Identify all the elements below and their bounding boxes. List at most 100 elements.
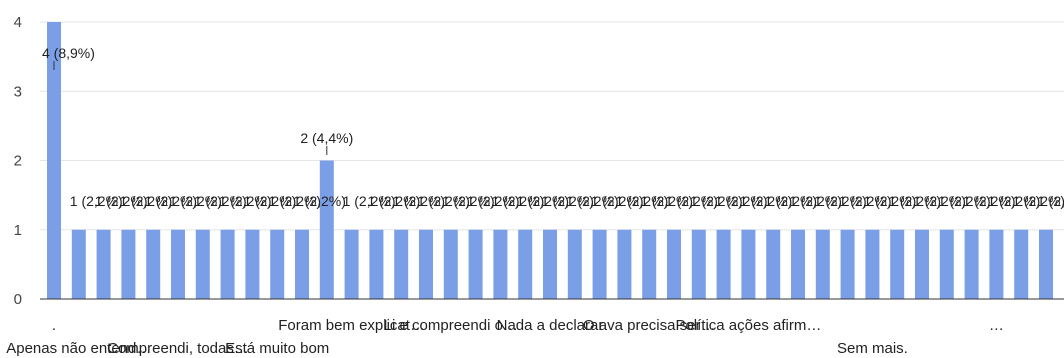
data-label-9: 1 (2,2%) bbox=[243, 193, 296, 209]
data-label-34: 1 (2,2%) bbox=[863, 193, 916, 209]
bar-27 bbox=[691, 229, 706, 299]
y-tick-label-1: 1 bbox=[14, 222, 22, 239]
x-axis-category-labels: . Apenas não entend…Compreendi, todas…Est… bbox=[6, 317, 1004, 357]
y-tick-label-4: 4 bbox=[14, 14, 22, 31]
data-label-14: 1 (2,2%) bbox=[367, 193, 420, 209]
data-label-8: 1 (2,2%) bbox=[219, 193, 272, 209]
data-label-2: 1 (2,2%) bbox=[70, 193, 123, 209]
data-label-18: 1 (2,2%) bbox=[467, 193, 520, 209]
bar-28 bbox=[716, 229, 731, 299]
data-label-1: 4 (8,9%) bbox=[42, 45, 95, 61]
bar-11 bbox=[295, 229, 309, 299]
bar-20 bbox=[518, 229, 533, 299]
data-label-layer: 4 (8,9%)1 (2,2%)1 (2,2%)1 (2,2%)1 (2,2%)… bbox=[42, 45, 1064, 209]
bar-33 bbox=[840, 229, 855, 299]
bar-30 bbox=[766, 229, 781, 299]
bar-40 bbox=[1014, 229, 1029, 299]
bar-10 bbox=[270, 229, 285, 299]
bar-35 bbox=[890, 229, 905, 299]
bar-22 bbox=[567, 229, 582, 299]
bar-23 bbox=[592, 229, 607, 299]
bar-5 bbox=[146, 229, 161, 299]
data-label-13: 1 (2,2%) bbox=[343, 193, 396, 209]
bar-9 bbox=[245, 229, 260, 299]
y-tick-label-0: 0 bbox=[14, 291, 22, 308]
bar-14 bbox=[369, 229, 384, 299]
bar-24 bbox=[617, 229, 632, 299]
data-label-35: 1 (2,2%) bbox=[888, 193, 941, 209]
bar-6 bbox=[171, 229, 185, 299]
data-label-3: 1 (2,2%) bbox=[95, 193, 148, 209]
bar-32 bbox=[815, 229, 830, 299]
x-category-label-1: . bbox=[52, 317, 56, 334]
bar-19 bbox=[493, 229, 508, 299]
data-label-37: 1 (2,2%) bbox=[938, 193, 991, 209]
bar-25 bbox=[642, 229, 657, 299]
bar-layer bbox=[47, 22, 1053, 299]
x-category-label-17: Li e compreendi o… bbox=[384, 317, 518, 334]
data-label-25: 1 (2,2%) bbox=[640, 193, 693, 209]
data-label-17: 1 (2,2%) bbox=[442, 193, 495, 209]
data-label-7: 1 (2,2%) bbox=[194, 193, 247, 209]
bar-8 bbox=[220, 229, 235, 299]
data-label-22: 1 (2,2%) bbox=[566, 193, 619, 209]
bar-16 bbox=[419, 229, 433, 299]
data-label-23: 1 (2,2%) bbox=[591, 193, 644, 209]
bar-26 bbox=[667, 229, 681, 299]
bar-17 bbox=[443, 229, 458, 299]
data-label-16: 1 (2,2%) bbox=[417, 193, 470, 209]
bar-18 bbox=[468, 229, 483, 299]
data-label-21: 1 (2,2%) bbox=[541, 193, 594, 209]
data-label-15: 1 (2,2%) bbox=[392, 193, 445, 209]
x-category-label-29: Política ações afirm… bbox=[675, 317, 821, 334]
bar-2 bbox=[71, 229, 86, 299]
data-label-33: 1 (2,2%) bbox=[839, 193, 892, 209]
bar-34 bbox=[865, 229, 880, 299]
data-label-27: 1 (2,2%) bbox=[690, 193, 743, 209]
bar-29 bbox=[741, 229, 756, 299]
data-label-10: 1 (2,2%) bbox=[268, 193, 321, 209]
data-label-36: 1 (2,2%) bbox=[913, 193, 966, 209]
bar-38 bbox=[964, 229, 979, 299]
x-category-label-10: Está muito bom bbox=[225, 340, 329, 357]
bar-39 bbox=[989, 229, 1004, 299]
data-label-26: 1 (2,2%) bbox=[665, 193, 718, 209]
x-category-label-34: Sem mais. bbox=[837, 340, 908, 357]
data-label-30: 1 (2,2%) bbox=[764, 193, 817, 209]
y-tick-label-2: 2 bbox=[14, 153, 22, 170]
data-label-38: 1 (2,2%) bbox=[963, 193, 1016, 209]
bar-15 bbox=[394, 229, 409, 299]
x-category-label-6: Compreendi, todas… bbox=[107, 340, 249, 357]
data-label-12: 2 (4,4%) bbox=[300, 130, 353, 146]
data-label-28: 1 (2,2%) bbox=[715, 193, 768, 209]
y-axis-ticks: 0 1 2 3 4 bbox=[14, 14, 22, 308]
bar-7 bbox=[195, 229, 210, 299]
bar-36 bbox=[915, 229, 929, 299]
data-label-4: 1 (2,2%) bbox=[119, 193, 172, 209]
bar-4 bbox=[121, 229, 136, 299]
bar-12 bbox=[319, 160, 334, 299]
data-label-39: 1 (2,2%) bbox=[987, 193, 1040, 209]
bar-1 bbox=[47, 22, 61, 299]
data-label-31: 1 (2,2%) bbox=[789, 193, 842, 209]
data-label-32: 1 (2,2%) bbox=[814, 193, 867, 209]
x-category-label-25: O ava precisa ser… bbox=[583, 317, 716, 334]
data-label-29: 1 (2,2%) bbox=[739, 193, 792, 209]
data-label-11: 1 (2,2%) bbox=[293, 193, 346, 209]
data-label-24: 1 (2,2%) bbox=[615, 193, 668, 209]
data-label-20: 1 (2,2%) bbox=[516, 193, 569, 209]
data-label-40: 1 (2,2%) bbox=[1012, 193, 1064, 209]
data-label-41: 1 (2,2%) bbox=[1037, 193, 1064, 209]
data-label-6: 1 (2,2%) bbox=[169, 193, 222, 209]
bar-21 bbox=[543, 229, 557, 299]
bar-3 bbox=[96, 229, 111, 299]
x-category-label-21: Nada a declarar bbox=[497, 317, 604, 334]
bar-41 bbox=[1039, 229, 1053, 299]
x-category-label-39: … bbox=[989, 317, 1004, 334]
data-label-5: 1 (2,2%) bbox=[144, 193, 197, 209]
x-category-label-2: Apenas não entend… bbox=[6, 340, 151, 357]
bar-13 bbox=[344, 229, 359, 299]
bar-37 bbox=[939, 229, 954, 299]
